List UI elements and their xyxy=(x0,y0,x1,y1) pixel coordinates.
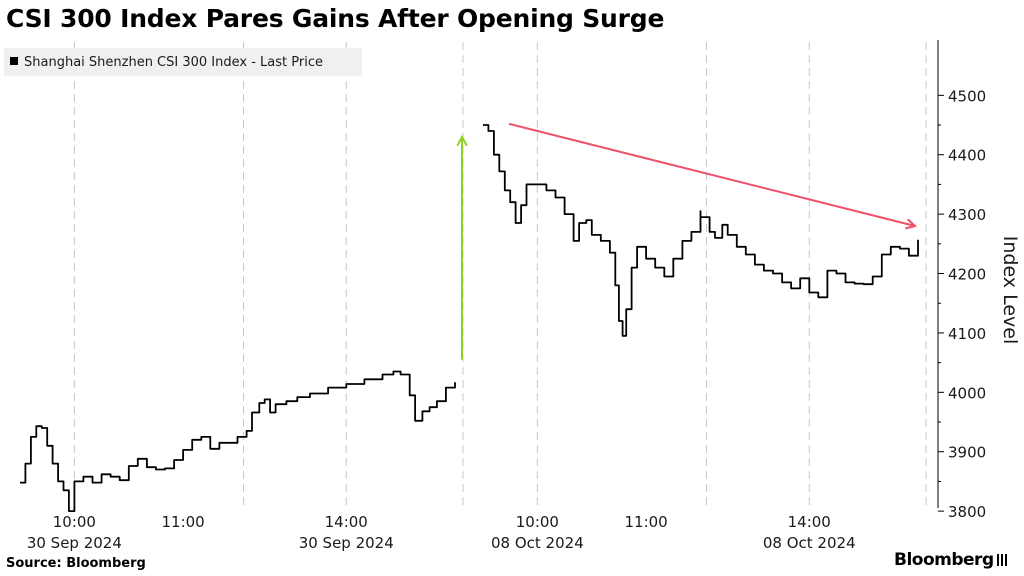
chart-title: CSI 300 Index Pares Gains After Opening … xyxy=(6,4,665,33)
legend-entry: Shanghai Shenzhen CSI 300 Index - Last P… xyxy=(24,55,323,70)
y-tick-label-3900: 3900 xyxy=(948,444,986,462)
brand-logo: Bloomberg xyxy=(894,550,1007,570)
series xyxy=(20,124,919,512)
y-axis: 3800 3900 4000 4100 4200 4300 4400 4500 xyxy=(937,40,986,521)
x-tick-label-0-2: 14:00 xyxy=(325,513,368,531)
brand-name: Bloomberg xyxy=(894,550,994,570)
x-tick-label-1-2: 14:00 xyxy=(788,513,831,531)
y-tick-label-4400: 4400 xyxy=(948,147,986,165)
annotation-arrowhead-1 xyxy=(905,218,918,230)
x-tick-label-1-0: 10:00 xyxy=(516,513,559,531)
y-tick-label-4000: 4000 xyxy=(948,384,986,402)
brand-bars-icon xyxy=(996,554,1007,566)
y-tick-label-4300: 4300 xyxy=(948,206,986,224)
annotation-arrow-1 xyxy=(508,122,916,227)
x-tick-label-1-1: 11:00 xyxy=(625,513,668,531)
y-tick-label-4100: 4100 xyxy=(948,325,986,343)
legend: Shanghai Shenzhen CSI 300 Index - Last P… xyxy=(4,48,362,76)
annotation-arrowhead-0 xyxy=(456,134,468,147)
x-tick-label-0-1: 11:00 xyxy=(162,513,205,531)
annotations xyxy=(456,122,918,360)
y-tick-label-3800: 3800 xyxy=(948,503,986,521)
y-tick-label-4500: 4500 xyxy=(948,87,986,105)
legend-swatch xyxy=(10,57,18,65)
series-line-0-0 xyxy=(20,370,456,512)
source-note: Source: Bloomberg xyxy=(6,556,146,571)
series-line-0-1 xyxy=(483,124,919,337)
x-date-label-1-1: 08 Oct 2024 xyxy=(763,534,856,552)
y-tick-label-4200: 4200 xyxy=(948,266,986,284)
y-axis-label: Index Level xyxy=(999,236,1021,345)
legend-background xyxy=(4,48,362,76)
x-date-label-0-1: 30 Sep 2024 xyxy=(299,534,394,552)
x-axis: 10:00 11:00 14:00 30 Sep 2024 30 Sep 2024 10:… xyxy=(27,513,856,552)
x-date-label-1-0: 08 Oct 2024 xyxy=(491,534,584,552)
x-date-label-0-0: 30 Sep 2024 xyxy=(27,534,122,552)
x-tick-label-0-0: 10:00 xyxy=(53,513,96,531)
